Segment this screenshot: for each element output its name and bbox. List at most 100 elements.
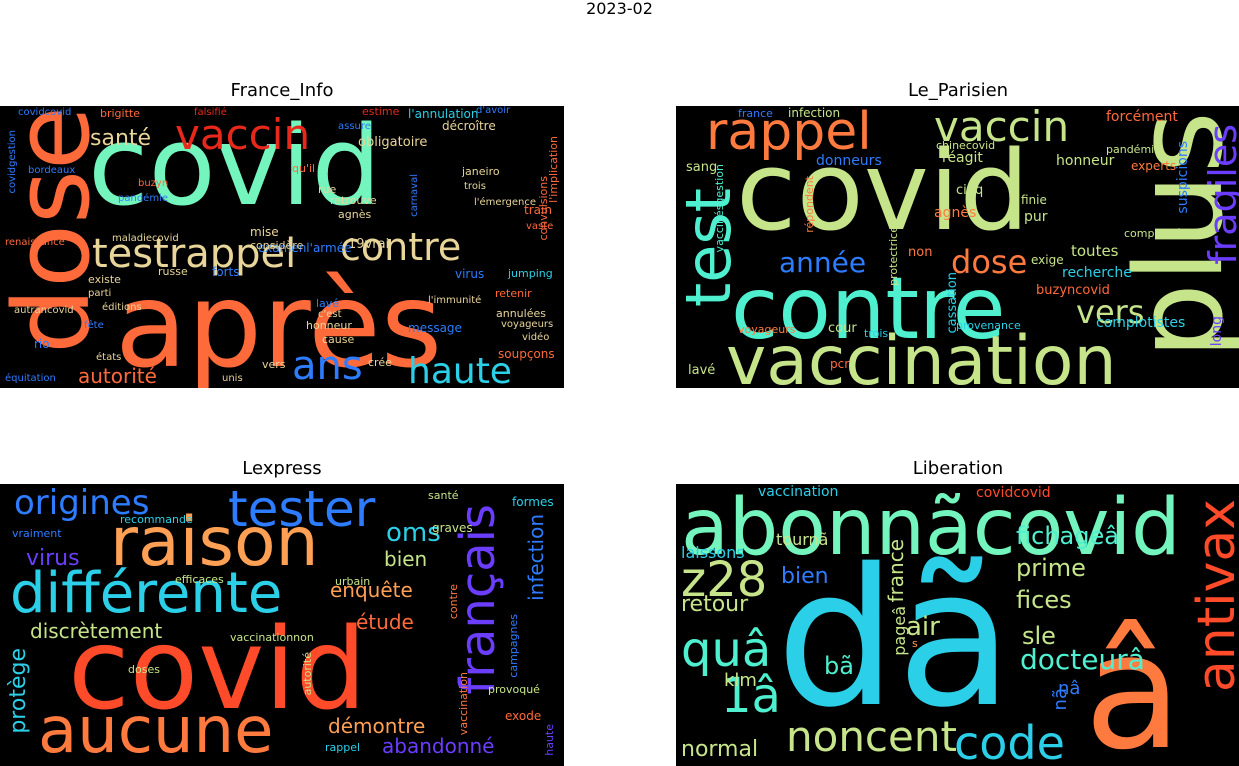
word-cloud-word: antivax	[1187, 499, 1239, 693]
word-cloud-word: normal	[681, 737, 759, 762]
word-cloud-word: considère	[250, 239, 304, 252]
word-cloud-word: dose	[951, 243, 1028, 281]
word-cloud-word: exode	[505, 709, 542, 723]
word-cloud-word: vidéo	[522, 332, 550, 343]
word-cloud-word: abonnãcovid	[681, 484, 1181, 573]
word-cloud-word: bien	[384, 547, 428, 571]
word-cloud-word: l'annulation	[408, 107, 479, 121]
word-cloud-word: russe	[158, 265, 188, 278]
word-cloud-word: vaccination	[758, 484, 839, 500]
word-cloud-word: santé	[428, 489, 459, 502]
word-cloud-word: l'émergence	[474, 197, 536, 208]
word-cloud-word: voyageurs	[501, 319, 554, 330]
word-cloud-word: examenl'armée	[258, 241, 352, 255]
word-cloud-word: s	[912, 637, 918, 650]
word-cloud-word: vaccinésgestion	[713, 164, 726, 253]
word-cloud-word: lavé	[688, 363, 716, 378]
word-cloud-word: haute	[408, 351, 512, 389]
word-cloud-word: équitation	[5, 373, 56, 384]
word-cloud-word: covid	[736, 127, 1030, 255]
word-cloud-word: long	[1209, 316, 1225, 347]
word-cloud-word: oms	[386, 518, 441, 548]
word-cloud-word: docteurâ	[1020, 643, 1145, 676]
word-cloud-word: trois	[464, 181, 486, 192]
word-cloud-word: train	[524, 203, 552, 217]
word-cloud-word: sle	[1022, 622, 1056, 650]
word-cloud-word: discrètement	[30, 619, 163, 643]
word-cloud-word: fragiles	[1201, 124, 1239, 265]
word-cloud-word: complotistes	[1096, 315, 1186, 331]
word-cloud-word: recherche	[1062, 265, 1132, 281]
word-cloud-word: provoqué	[488, 683, 540, 696]
word-cloud-word: finie	[1021, 193, 1047, 207]
word-cloud-word: urbain	[335, 575, 371, 588]
word-cloud-word: covidcovid	[18, 107, 72, 118]
word-cloud-word: air	[906, 612, 940, 642]
word-cloud-word: étude	[356, 610, 414, 634]
word-cloud-word: chinecovid	[936, 139, 996, 152]
word-cloud-liberation: dã â abonnãcovid antivax code noncent quâ z28 1â…	[676, 484, 1239, 766]
word-cloud-word: vaccin	[934, 106, 1070, 151]
word-cloud-word: rappel	[325, 741, 361, 754]
word-cloud-word: après	[115, 256, 443, 388]
word-cloud-word: z28	[681, 552, 768, 608]
word-cloud-word: falsifié	[194, 107, 227, 118]
word-cloud-word: l'implication	[547, 136, 560, 203]
word-cloud-word: bordeaux	[28, 165, 76, 176]
word-cloud-word: dã	[776, 528, 1014, 749]
word-cloud-word: covid	[68, 605, 367, 735]
panel-title-le-parisien: Le_Parisien	[907, 80, 1009, 101]
word-cloud-word: obligatoire	[358, 135, 428, 150]
word-cloud-word: buzyn	[138, 178, 169, 189]
word-cloud-word: non	[908, 245, 933, 260]
word-cloud-word: pur	[1024, 209, 1048, 225]
word-cloud-le-parisien: covid contre vaccination plus rappel vaccin te…	[676, 106, 1239, 388]
word-cloud-word: exige	[1031, 253, 1064, 267]
word-cloud-word: rappel	[706, 106, 872, 162]
word-cloud-word: code	[954, 716, 1065, 766]
word-cloud-word: jumping	[508, 267, 553, 280]
word-cloud-word: doses	[128, 663, 160, 676]
word-cloud-word: estime	[362, 106, 400, 118]
word-cloud-word: existe	[88, 273, 121, 286]
word-cloud-word: buzyncovid	[1036, 283, 1110, 298]
word-cloud-word: soupçons	[498, 347, 555, 361]
word-cloud-word: l'immunité	[428, 295, 482, 306]
word-cloud-word: éditions	[102, 302, 142, 313]
word-cloud-word: assure	[338, 121, 371, 132]
word-cloud-word: vers	[262, 358, 286, 371]
word-cloud-word: toutes	[1071, 242, 1119, 260]
word-cloud-lexpress: covid raison aucune différente tester origine…	[0, 484, 564, 766]
word-cloud-word: virus	[455, 267, 485, 281]
word-cloud-word: retour	[681, 592, 749, 617]
word-cloud-word: autrancovid	[14, 305, 74, 316]
word-cloud-word: fichageâ	[1016, 522, 1119, 550]
word-cloud-word: vraiment	[12, 527, 62, 540]
word-cloud-word: démontre	[328, 714, 426, 738]
word-cloud-word: retrouve	[330, 194, 377, 207]
word-cloud-word: vaccin	[175, 110, 311, 159]
word-cloud-word: origines	[14, 484, 150, 523]
word-cloud-word: états	[96, 352, 122, 363]
word-cloud-word: contre	[731, 259, 1006, 359]
word-cloud-word: efficaces	[175, 573, 224, 586]
word-cloud-word: graves	[432, 521, 473, 535]
word-cloud-word: vaccination	[726, 322, 1117, 389]
word-cloud-word: vers	[1076, 293, 1145, 331]
word-cloud-word: france	[884, 539, 908, 603]
word-cloud-word: tester	[228, 484, 376, 538]
word-cloud-word: testrappel	[92, 231, 297, 277]
word-cloud-word: honneur	[1056, 153, 1115, 169]
word-cloud-word: répondent	[803, 176, 816, 233]
word-cloud-word: rue	[318, 183, 337, 196]
word-cloud-word: voyageurs	[738, 323, 796, 336]
word-cloud-word: infection	[524, 514, 548, 601]
word-cloud-word: forcément	[1106, 109, 1178, 125]
word-cloud-word: pandémie	[1106, 143, 1161, 156]
word-cloud-word: formes	[512, 495, 554, 509]
word-cloud-word: protectrice	[887, 226, 900, 286]
word-cloud-word: enquête	[330, 578, 413, 602]
word-cloud-word: sang	[686, 160, 718, 175]
word-cloud-word: carnaval	[409, 174, 420, 217]
word-cloud-word: provenance	[956, 319, 1021, 332]
